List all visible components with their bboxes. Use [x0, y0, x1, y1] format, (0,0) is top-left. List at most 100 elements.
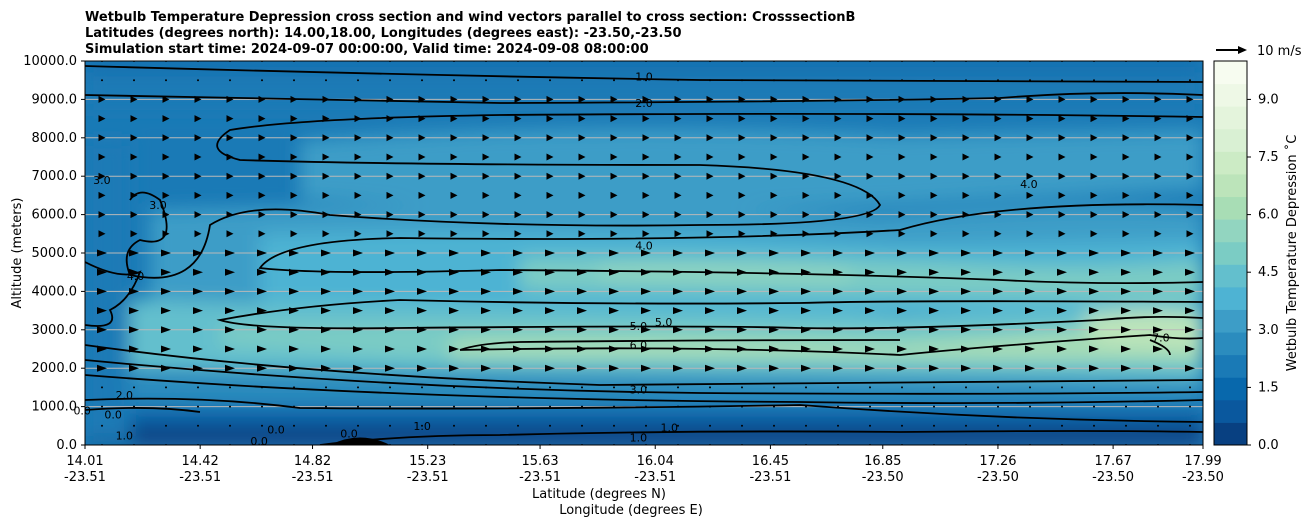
colorbar-segment [1214, 377, 1247, 401]
wind-vector-dot [645, 424, 647, 427]
wind-vector-dot [517, 405, 519, 408]
wind-vector [929, 326, 939, 334]
wind-vector [257, 345, 267, 353]
wind-vector-dot [197, 386, 199, 389]
wind-vector [226, 134, 234, 142]
wind-vector [98, 172, 106, 180]
wind-vector [1186, 172, 1194, 180]
wind-vector-dot [997, 405, 999, 408]
wind-vector [609, 326, 619, 334]
wind-vector [1090, 115, 1098, 123]
wind-vector [578, 211, 586, 219]
wind-vector [1121, 345, 1131, 353]
wind-vector [993, 268, 1003, 276]
wind-vector-dot [869, 386, 871, 389]
wind-vector [162, 172, 170, 180]
wind-vector-dot [421, 405, 423, 408]
wind-vector-dot [1125, 424, 1127, 427]
wind-vector [929, 345, 939, 353]
wind-vector [898, 191, 906, 199]
wind-vector [129, 364, 139, 372]
wind-vector [418, 230, 426, 238]
wind-vector [225, 364, 235, 372]
wind-vector [801, 307, 811, 315]
contour-label: 1.0 [661, 422, 679, 435]
wind-vector [866, 153, 874, 161]
wind-vector-dot [1125, 386, 1127, 389]
wind-vector-dot [1029, 424, 1031, 427]
wind-vector [801, 287, 811, 295]
wind-vector [289, 345, 299, 353]
wind-vector [290, 153, 298, 161]
wind-vector [1185, 307, 1195, 315]
wind-vector [1186, 230, 1194, 238]
wind-vector [898, 115, 906, 123]
wind-vector [546, 95, 554, 103]
wind-vector [513, 249, 523, 257]
y-tick-label: 5000.0 [32, 246, 78, 261]
wind-vector-dot [325, 386, 327, 389]
wind-vector [738, 230, 746, 238]
wind-vector [1122, 172, 1130, 180]
wind-vector [930, 153, 938, 161]
wind-vector [290, 230, 298, 238]
wind-vector-dot [773, 386, 775, 389]
wind-vector-dot [325, 424, 327, 427]
wind-vector [897, 287, 907, 295]
x-tick-label-longitude: -23.51 [519, 470, 561, 485]
colorbar-segment [1214, 128, 1247, 152]
y-tick-label: 7000.0 [32, 169, 78, 184]
wind-vector [514, 172, 522, 180]
wind-vector-dot [1093, 405, 1095, 408]
wind-vector [449, 364, 459, 372]
quiver-key-arrowhead-icon [1238, 46, 1247, 54]
wind-vector [354, 153, 362, 161]
colorbar-segment [1214, 309, 1247, 333]
wind-vector [193, 345, 203, 353]
wind-vector-dot [389, 405, 391, 408]
wind-vector-dot [549, 386, 551, 389]
wind-vector-dot [1157, 405, 1159, 408]
wind-vector [546, 211, 554, 219]
wind-vector [1122, 95, 1130, 103]
wind-vector [258, 172, 266, 180]
colorbar-segment [1214, 83, 1247, 107]
wind-vector-dot [549, 79, 551, 82]
wind-vector [641, 326, 651, 334]
wind-vector [705, 249, 715, 257]
wind-vector-dot [453, 405, 455, 408]
wind-vector [161, 326, 171, 334]
wind-vector [1089, 249, 1099, 257]
contour-label: 4.0 [635, 239, 653, 252]
y-tick-label: 1000.0 [32, 400, 78, 415]
wind-vector-dot [229, 405, 231, 408]
wind-vector-dot [229, 386, 231, 389]
wind-vector [578, 115, 586, 123]
wind-vector [833, 307, 843, 315]
wind-vector [738, 115, 746, 123]
wind-vector [642, 211, 650, 219]
colorbar-segment [1214, 354, 1247, 378]
wind-vector [898, 211, 906, 219]
wind-vector-dot [101, 405, 103, 408]
wind-vector [802, 134, 810, 142]
wind-vector [354, 230, 362, 238]
contour-label: 3.0 [630, 383, 648, 396]
wind-vector [1122, 153, 1130, 161]
colorbar-tick-label: 1.5 [1258, 380, 1279, 395]
contour-label: 4.0 [127, 270, 145, 283]
wind-vector [1090, 95, 1098, 103]
contour-3-0 [125, 112, 1203, 279]
wind-vector [962, 191, 970, 199]
wind-vector [1090, 172, 1098, 180]
wind-vector [577, 364, 587, 372]
wind-vector [1090, 230, 1098, 238]
wind-vector [97, 364, 107, 372]
wind-vector [546, 172, 554, 180]
wind-vector [802, 211, 810, 219]
wind-vector [545, 287, 555, 295]
wind-vector [610, 153, 618, 161]
wind-vector [194, 134, 202, 142]
wind-vector [770, 211, 778, 219]
wind-vector [98, 115, 106, 123]
